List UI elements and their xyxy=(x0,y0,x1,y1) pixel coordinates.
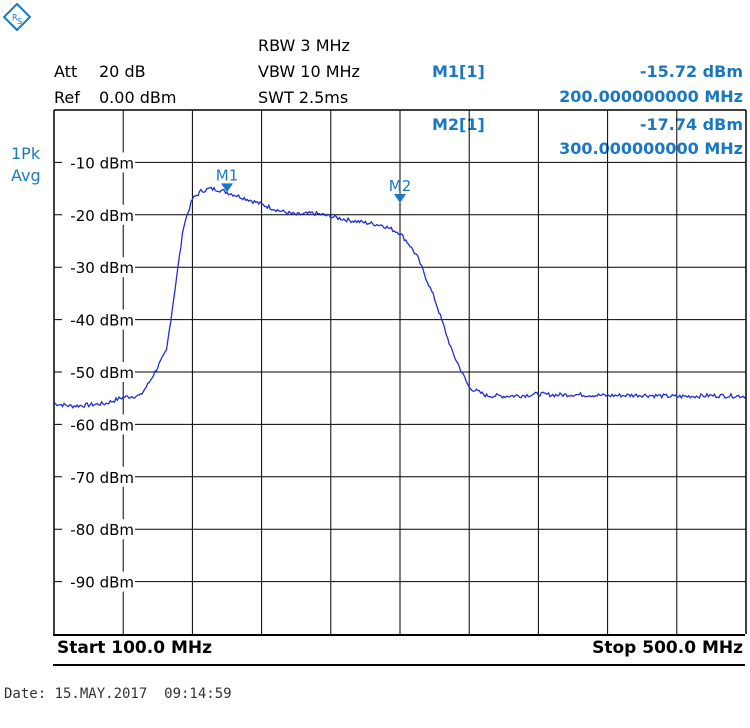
y-tick-label-bg xyxy=(62,152,135,173)
y-tick-label: -90 dBm xyxy=(70,574,134,592)
y-tick-label: -60 dBm xyxy=(70,416,134,434)
y-tick-label: -30 dBm xyxy=(70,259,134,277)
marker-2-plot-label: M2 xyxy=(389,177,412,195)
y-tick-label-bg xyxy=(62,204,135,225)
svg-text:S: S xyxy=(17,17,22,26)
trace-mode-2: Avg xyxy=(11,166,41,185)
vbw-setting: VBW 10 MHz xyxy=(258,62,360,81)
rohde-schwarz-logo-icon: R S xyxy=(3,3,31,31)
svg-text:R: R xyxy=(12,13,18,22)
start-frequency: Start 100.0 MHz xyxy=(57,638,213,658)
y-tick-label-bg xyxy=(62,466,135,487)
marker-1-freq: 200.000000000 MHz xyxy=(559,87,743,106)
marker-2-triangle xyxy=(394,193,406,203)
timestamp: Date: 15.MAY.2017 09:14:59 xyxy=(4,686,232,702)
y-tick-label-bg xyxy=(62,309,135,330)
att-label: Att xyxy=(54,62,78,81)
marker-1-label: M1[1] xyxy=(432,62,485,81)
y-tick-label: -80 dBm xyxy=(70,521,134,539)
y-tick-label-bg xyxy=(62,362,135,382)
ref-label: Ref xyxy=(54,88,80,107)
y-tick-label-bg xyxy=(62,519,135,540)
marker-layer: M1 M2 xyxy=(216,166,412,203)
y-tick-label: -10 dBm xyxy=(70,154,134,172)
y-tick-label: -50 dBm xyxy=(70,364,134,382)
ref-value: 0.00 dBm xyxy=(99,88,177,107)
marker-1-triangle xyxy=(221,183,233,193)
att-value: 20 dB xyxy=(99,62,146,81)
rbw-setting: RBW 3 MHz xyxy=(258,36,350,55)
y-tick-label: -70 dBm xyxy=(70,469,134,487)
y-tick-label: -20 dBm xyxy=(70,207,134,225)
marker-2-level: -17.74 dBm xyxy=(639,115,743,134)
y-tick-label: -40 dBm xyxy=(70,312,134,330)
stop-frequency: Stop 500.0 MHz xyxy=(592,638,743,658)
marker-2-label: M2[1] xyxy=(432,115,485,134)
y-tick-labels: -10 dBm -20 dBm -30 dBm -40 dBm -50 dBm -60 d… xyxy=(62,152,135,592)
frequency-bar xyxy=(53,634,745,666)
y-tick-label-bg xyxy=(62,257,135,278)
y-tick-label-bg xyxy=(62,571,135,592)
trace-mode-1: 1Pk xyxy=(11,144,41,163)
marker-1-plot-label: M1 xyxy=(216,166,239,184)
marker-1-level: -15.72 dBm xyxy=(639,62,743,81)
trace-line xyxy=(53,186,747,409)
marker-2-freq: 300.000000000 MHz xyxy=(559,139,743,158)
swt-setting: SWT 2.5ms xyxy=(258,88,349,107)
y-tick-label-bg xyxy=(62,414,135,435)
